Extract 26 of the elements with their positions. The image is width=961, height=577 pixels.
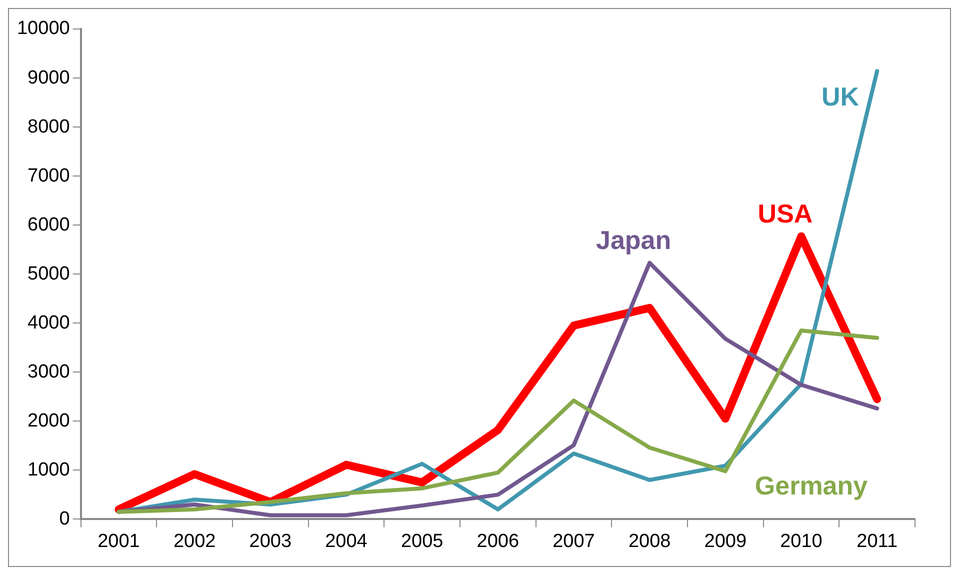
x-tick-label: 2005 — [400, 530, 444, 552]
series-label: Japan — [596, 224, 672, 255]
x-tick-label: 2010 — [780, 530, 822, 552]
series-label: USA — [758, 198, 813, 229]
y-tick-label: 6000 — [28, 214, 70, 236]
x-tick-label: 2002 — [173, 530, 216, 552]
y-tick-label: 10000 — [16, 18, 70, 40]
x-tick-label: 2009 — [704, 530, 747, 552]
y-tick-label: 4000 — [28, 312, 70, 334]
x-tick-label: 2001 — [98, 530, 140, 552]
x-tick-label: 2008 — [628, 530, 671, 552]
y-tick-label: 1000 — [28, 459, 70, 480]
x-tick-label: 2006 — [476, 530, 520, 552]
y-tick-label: 7000 — [28, 165, 70, 186]
y-tick-label: 3000 — [28, 361, 70, 382]
series-label: Germany — [754, 470, 868, 500]
y-tick-label: 2000 — [28, 410, 70, 432]
x-tick-label: 2003 — [249, 530, 292, 552]
x-tick-label: 2011 — [856, 530, 898, 552]
series-label: UK — [822, 81, 860, 112]
y-tick-label: 9000 — [28, 67, 70, 88]
y-tick-label: 5000 — [28, 263, 70, 284]
x-tick-label: 2007 — [552, 530, 595, 552]
y-tick-label: 8000 — [28, 116, 70, 138]
x-tick-label: 2004 — [325, 530, 368, 552]
y-tick-label: 0 — [59, 508, 70, 530]
